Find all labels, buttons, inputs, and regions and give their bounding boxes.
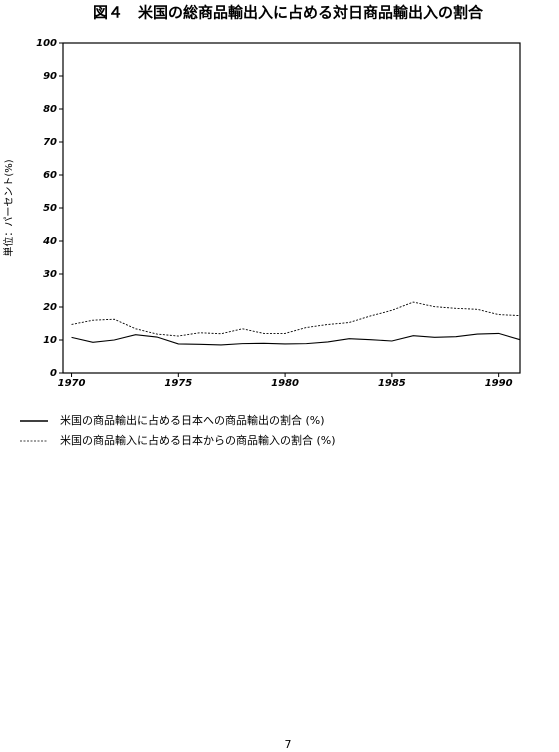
page-number: 7 <box>285 738 292 751</box>
series-line <box>71 332 521 346</box>
x-tick-label: 1970 <box>58 378 86 389</box>
y-axis-label: 単位：パーセント(%) <box>2 159 15 256</box>
y-tick-label: 0 <box>50 368 57 379</box>
y-tick-label: 10 <box>43 335 57 346</box>
y-tick-label: 40 <box>42 236 57 247</box>
series-line <box>71 301 521 337</box>
y-tick-label: 50 <box>43 203 57 214</box>
y-tick-label: 80 <box>43 104 57 115</box>
y-tick-label: 30 <box>43 269 57 280</box>
x-tick-label: 1975 <box>164 378 192 389</box>
x-tick-label: 1990 <box>485 378 513 389</box>
y-tick-label: 90 <box>43 71 57 82</box>
y-tick-label: 60 <box>43 170 57 181</box>
legend-label: 米国の商品輸出に占める日本への商品輸出の割合 (%) <box>60 413 325 427</box>
chart-title: 図４ 米国の総商品輸出入に占める対日商品輸出入の割合 <box>93 4 484 22</box>
y-tick-label: 70 <box>43 137 57 148</box>
x-tick-label: 1980 <box>271 378 299 389</box>
plot-frame <box>62 42 521 374</box>
legend-label: 米国の商品輸入に占める日本からの商品輸入の割合 (%) <box>60 433 336 447</box>
y-tick-label: 100 <box>36 38 57 49</box>
y-tick-label: 20 <box>43 302 57 313</box>
x-tick-label: 1985 <box>378 378 406 389</box>
